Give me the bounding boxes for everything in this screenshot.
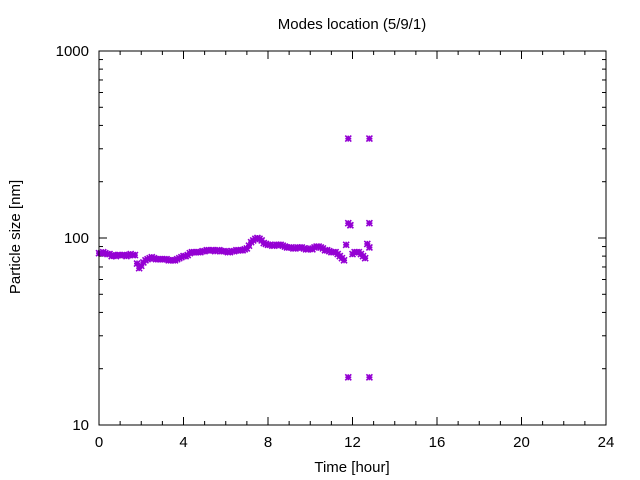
data-point-marker <box>346 221 354 229</box>
data-point-marker <box>211 247 219 255</box>
data-point-marker <box>230 247 238 255</box>
plot-frame <box>98 50 607 426</box>
data-point-marker <box>196 248 204 256</box>
y-tick-label: 100 <box>64 230 89 247</box>
data-point-marker <box>209 246 217 254</box>
data-point-marker <box>361 254 369 262</box>
data-point-marker <box>310 243 319 252</box>
data-point-marker <box>186 249 194 257</box>
data-point-marker <box>226 248 234 256</box>
data-point-marker <box>365 243 373 252</box>
data-point-marker <box>342 241 350 249</box>
data-point-marker <box>281 242 289 251</box>
x-tick-label: 12 <box>344 434 361 451</box>
data-point-marker <box>260 239 268 247</box>
axis-tick-labels: 0 4 8 12 16 20 24 10 100 1000 <box>56 43 615 451</box>
data-point-marker <box>97 249 105 257</box>
data-point-marker <box>287 243 295 252</box>
data-point-marker <box>304 245 312 253</box>
x-tick-label: 20 <box>513 434 530 451</box>
x-tick-label: 8 <box>264 434 272 451</box>
data-point-marker <box>279 242 287 250</box>
data-point-marker <box>99 248 107 256</box>
data-point-marker <box>245 242 253 250</box>
data-point-marker <box>266 241 274 249</box>
x-tick-label: 16 <box>429 434 446 451</box>
data-point-marker <box>131 251 139 259</box>
y-tick-label: 10 <box>72 417 89 434</box>
data-point-marker <box>215 246 223 254</box>
data-point-marker <box>222 247 230 255</box>
data-point-marker <box>270 242 278 250</box>
x-axis-label: Time [hour] <box>314 459 389 476</box>
data-point-marker <box>201 247 209 255</box>
data-point-marker <box>133 259 141 268</box>
data-point-marker <box>363 240 371 248</box>
data-markers <box>95 135 373 381</box>
y-axis-label: Particle size [nm] <box>7 180 24 294</box>
data-point-marker <box>241 245 249 253</box>
data-point-marker <box>291 244 300 252</box>
axis-ticks <box>98 50 607 426</box>
data-point-marker <box>239 246 247 254</box>
data-point-marker <box>323 246 331 254</box>
y-tick-label: 1000 <box>56 43 89 60</box>
data-point-marker <box>365 373 373 381</box>
data-point-marker <box>340 256 348 264</box>
data-point-marker <box>325 247 333 255</box>
x-tick-label: 4 <box>179 434 187 451</box>
data-point-marker <box>277 241 285 249</box>
data-point-marker <box>315 242 323 251</box>
data-point-marker <box>344 373 352 381</box>
data-point-marker <box>306 244 314 252</box>
data-point-marker <box>344 135 352 143</box>
data-point-marker <box>262 240 270 248</box>
data-point-marker <box>365 219 373 227</box>
data-point-marker <box>251 235 259 243</box>
chart-title: Modes location (5/9/1) <box>278 16 426 33</box>
x-tick-label: 24 <box>598 434 615 451</box>
data-point-marker <box>298 243 306 252</box>
data-point-marker <box>253 234 262 242</box>
data-point-marker <box>317 243 325 252</box>
data-point-marker <box>137 262 145 270</box>
data-point-marker <box>300 244 308 252</box>
x-tick-label: 0 <box>95 434 103 451</box>
data-point-marker <box>365 135 373 143</box>
